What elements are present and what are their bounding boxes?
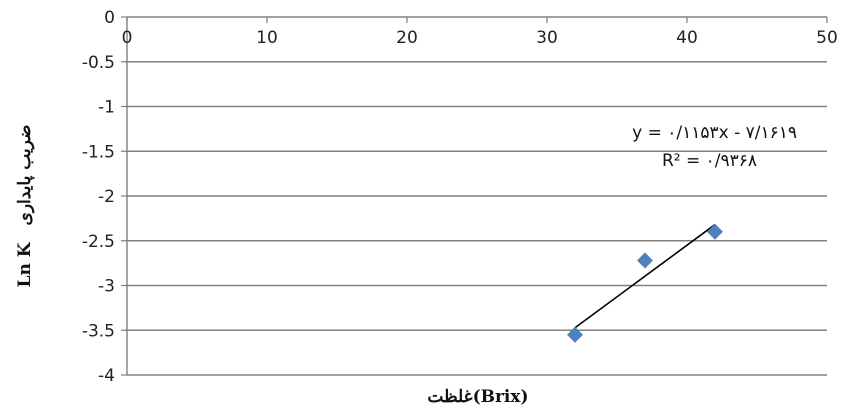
data-point-marker — [567, 326, 583, 343]
x-tick-label: 50 — [816, 28, 838, 48]
y-tick-label: 0 — [104, 8, 115, 28]
trendline — [574, 223, 716, 329]
y-tick-label: -4 — [98, 366, 115, 386]
x-tick-label: 20 — [396, 28, 418, 48]
x-tick-label: 30 — [536, 28, 558, 48]
y-tick-label: -1 — [98, 98, 115, 118]
y-tick-label: -3 — [98, 277, 115, 297]
x-axis-title: غلظت(Brix) — [427, 387, 528, 407]
data-point-marker — [707, 223, 723, 240]
trendline-equation: y = ۰/۱۱۵۳x - ۷/۱۶۱۹ — [632, 123, 797, 143]
data-point-marker — [637, 252, 653, 269]
x-tick-label: 40 — [676, 28, 698, 48]
y-tick-labels: 0 -0.5 -1 -1.5 -2 -2.5 -3 -3.5 -4 — [82, 8, 115, 386]
data-points — [567, 223, 723, 343]
gridlines — [127, 16, 827, 376]
y-tick-label: -0.5 — [82, 53, 115, 73]
y-axis-title-main: Ln K — [15, 241, 35, 287]
x-tick-label: 0 — [122, 28, 133, 48]
x-tick-labels: 0 10 20 30 40 50 — [122, 28, 838, 48]
y-tick-label: -3.5 — [82, 321, 115, 341]
y-axis-title-sub: ضریب پایداری — [15, 125, 35, 226]
x-tick-label: 10 — [256, 28, 278, 48]
y-tick-label: -2.5 — [82, 232, 115, 252]
trendline-group — [574, 223, 716, 329]
r-squared-label: R² = ۰/۹۳۶۸ — [662, 151, 757, 171]
y-tick-label: -2 — [98, 187, 115, 207]
y-tick-label: -1.5 — [82, 142, 115, 162]
axes — [121, 16, 828, 376]
